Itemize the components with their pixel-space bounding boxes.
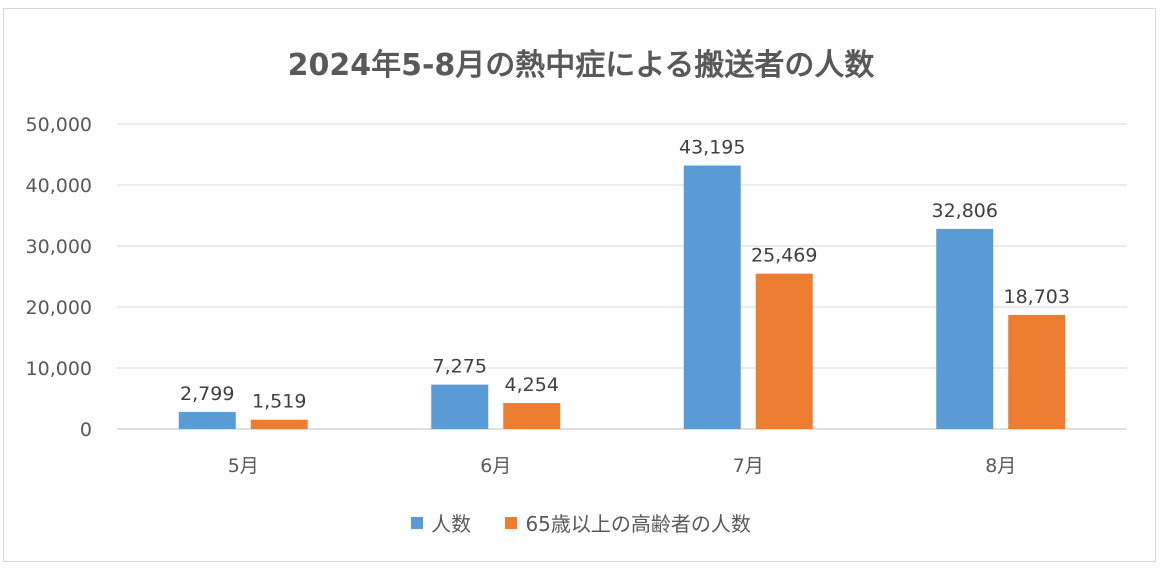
data-label: 1,519: [252, 391, 306, 413]
x-tick-label: 8月: [985, 455, 1016, 477]
data-label: 25,469: [751, 245, 817, 267]
bar: [250, 419, 308, 429]
legend-label: 人数: [431, 512, 472, 536]
bar: [1008, 314, 1066, 429]
legend-item-0: 人数: [411, 508, 471, 537]
x-tick-label: 5月: [228, 455, 259, 477]
y-tick-label: 20,000: [26, 297, 92, 319]
bar: [936, 228, 994, 429]
bar: [431, 384, 489, 429]
legend-label: 65歳以上の高齢者の人数: [525, 512, 751, 536]
chart-title: 2024年5-8月の熱中症による搬送者の人数: [287, 48, 875, 83]
bar: [503, 403, 561, 429]
y-tick-label: 0: [80, 419, 92, 441]
y-tick-label: 30,000: [26, 236, 92, 258]
bar: [755, 273, 813, 429]
data-label: 18,703: [1004, 286, 1070, 308]
bar: [178, 411, 236, 429]
x-tick-label: 6月: [480, 455, 511, 477]
bar: [683, 165, 741, 429]
legend-swatch: [505, 516, 518, 529]
bar-chart: 0 10,000 20,000 30,000 40,000 50,000 2,799 1,51…: [26, 114, 1127, 477]
y-tick-label: 40,000: [26, 175, 92, 197]
legend-swatch: [411, 516, 424, 529]
data-label: 43,195: [679, 137, 745, 159]
data-label: 7,275: [433, 356, 487, 378]
x-tick-label: 7月: [733, 455, 764, 477]
legend-item-1: 65歳以上の高齢者の人数: [505, 508, 751, 537]
y-tick-label: 10,000: [26, 358, 92, 380]
data-label: 2,799: [180, 383, 234, 405]
data-label: 32,806: [932, 200, 998, 222]
y-tick-label: 50,000: [26, 114, 92, 136]
legend: 人数 65歳以上の高齢者の人数: [0, 508, 1162, 537]
data-label: 4,254: [505, 374, 559, 396]
